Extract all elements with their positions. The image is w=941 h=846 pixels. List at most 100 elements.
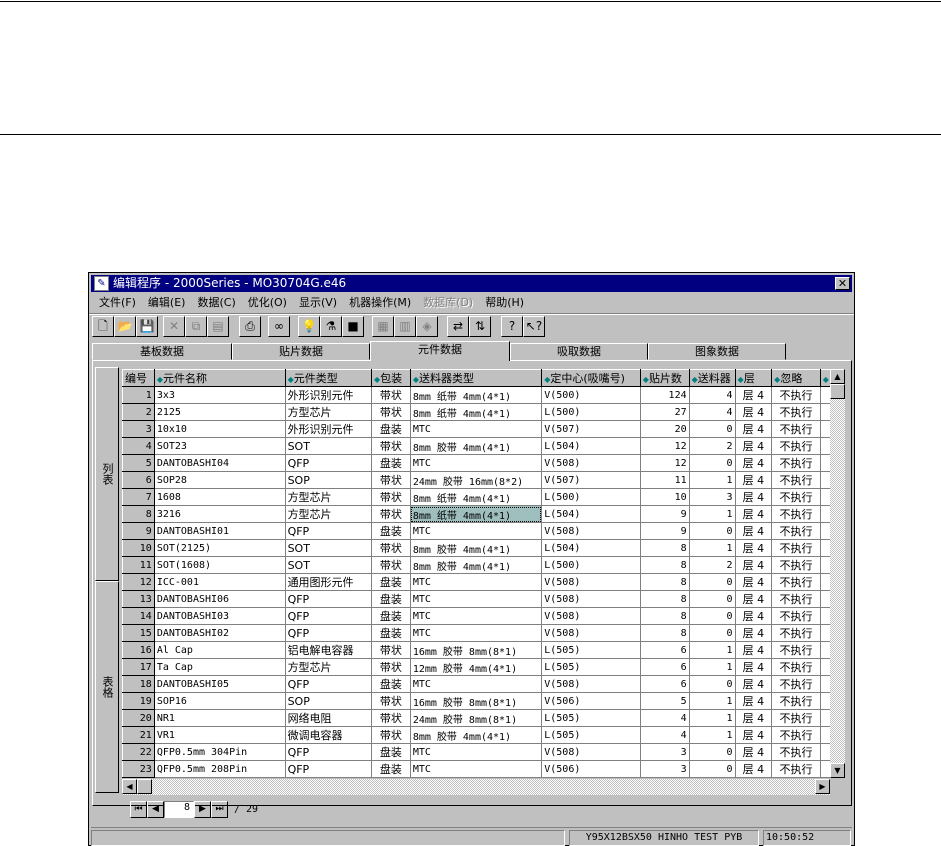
cell-placement-count[interactable]: 8 [639, 573, 690, 591]
cell-centering[interactable]: V(508) [541, 777, 641, 778]
cell-no[interactable]: 11 [122, 556, 155, 574]
column-header-6[interactable]: ◆贴片数 [639, 369, 690, 387]
table-row[interactable]: 15 DANTOBASHI02 QFP 盘装 MTC V(508) 8 0 层 4 不执行 [122, 624, 832, 642]
cell-feeder[interactable]: 0 [688, 573, 736, 591]
hscroll-thumb[interactable] [137, 779, 152, 794]
cell-package[interactable]: 带状 [371, 403, 411, 421]
grid-button[interactable]: ▦ [372, 316, 394, 337]
cell-feeder[interactable]: 0 [688, 624, 736, 642]
close-button[interactable]: ✕ [835, 277, 850, 290]
cell-layer[interactable]: 层 4 [734, 590, 773, 608]
cell-skip[interactable]: 不执行 [771, 624, 821, 642]
cell-layer[interactable]: 层 4 [734, 386, 773, 404]
swap-vertical-button[interactable]: ⇅ [469, 316, 491, 337]
cell-type[interactable]: QFP [284, 760, 373, 778]
column-header-5[interactable]: ◆定中心(吸嘴号) [541, 369, 641, 387]
side-tab-table[interactable]: 表格 [95, 581, 119, 793]
cell-centering[interactable]: L(500) [541, 403, 641, 421]
cell-package[interactable]: 盘装 [371, 675, 411, 693]
cell-feeder[interactable]: 1 [688, 658, 736, 676]
cell-layer[interactable]: 层 4 [734, 573, 773, 591]
cell-package[interactable]: 盘装 [371, 420, 411, 438]
cell-feeder-type[interactable]: 16mm 胶带 8mm(8*1) [409, 692, 543, 710]
cell-feeder-type[interactable]: MTC [409, 454, 543, 472]
menu-item-3[interactable]: 优化(O) [247, 296, 287, 309]
cell-type[interactable]: 方型芯片 [284, 488, 373, 506]
menu-item-1[interactable]: 编辑(E) [147, 296, 186, 309]
cell-name[interactable]: 3x3 [153, 386, 286, 404]
table-row[interactable]: 18 DANTOBASHI05 QFP 盘装 MTC V(508) 6 0 层 4 不执行 [122, 675, 832, 693]
column-header-0[interactable]: 编号 [122, 369, 155, 387]
cell-type[interactable]: QFP [284, 777, 373, 778]
cell-name[interactable]: DANTOBASHI02 [153, 624, 286, 642]
cell-no[interactable]: 5 [122, 454, 155, 472]
cell-layer[interactable]: 层 4 [734, 777, 773, 778]
cell-feeder-type[interactable]: 8mm 纸带 4mm(4*1) [409, 386, 543, 404]
column-header-7[interactable]: ◆送料器 [688, 369, 736, 387]
table-row[interactable]: 12 ICC-001 通用图形元件 盘装 MTC V(508) 8 0 层 4 不执行 [122, 573, 832, 591]
cell-no[interactable]: 2 [122, 403, 155, 421]
cell-name[interactable]: 10x10 [153, 420, 286, 438]
cell-no[interactable]: 14 [122, 607, 155, 625]
cell-feeder-type[interactable]: MTC [409, 573, 543, 591]
cell-layer[interactable]: 层 4 [734, 539, 773, 557]
table-row[interactable]: 19 SOP16 SOP 带状 16mm 胶带 8mm(8*1) V(506) 5 1 层 4… [122, 692, 832, 710]
cell-package[interactable]: 盘装 [371, 743, 411, 761]
cell-skip[interactable]: 不执行 [771, 658, 821, 676]
cell-name[interactable]: QFP0.5mm 304Pin [153, 743, 286, 761]
cell-placement-count[interactable]: 8 [639, 539, 690, 557]
cell-centering[interactable]: V(508) [541, 454, 641, 472]
cell-no[interactable]: 9 [122, 522, 155, 540]
cell-type[interactable]: QFP [284, 522, 373, 540]
cell-type[interactable]: 通用图形元件 [284, 573, 373, 591]
cell-no[interactable]: 7 [122, 488, 155, 506]
tab-3[interactable]: 吸取数据 [510, 343, 648, 360]
cell-name[interactable]: SOT(1608) [153, 556, 286, 574]
cell-skip[interactable]: 不执行 [771, 420, 821, 438]
cell-centering[interactable]: V(508) [541, 522, 641, 540]
cell-feeder-type[interactable]: 12mm 胶带 4mm(4*1) [409, 658, 543, 676]
cell-no[interactable]: 15 [122, 624, 155, 642]
help-button[interactable]: ? [501, 316, 523, 337]
cell-no[interactable]: 10 [122, 539, 155, 557]
cell-placement-count[interactable]: 4 [639, 726, 690, 744]
cell-feeder-type[interactable]: MTC [409, 675, 543, 693]
cell-feeder[interactable]: 2 [688, 556, 736, 574]
cell-no[interactable]: 1 [122, 386, 155, 404]
column-header-4[interactable]: ◆送料器类型 [409, 369, 543, 387]
cell-package[interactable]: 盘装 [371, 607, 411, 625]
record-number-input[interactable]: 8 [164, 800, 194, 818]
cell-package[interactable]: 盘装 [371, 454, 411, 472]
cell-placement-count[interactable]: 8 [639, 607, 690, 625]
cell-feeder-type[interactable]: 8mm 胶带 4mm(4*1) [409, 539, 543, 557]
cell-skip[interactable]: 不执行 [771, 522, 821, 540]
table-row[interactable]: 6 SOP28 SOP 带状 24mm 胶带 16mm(8*2) V(507) 11 1 层 … [122, 471, 832, 489]
cell-type[interactable]: 外形识别元件 [284, 386, 373, 404]
cell-feeder[interactable]: 3 [688, 488, 736, 506]
cell-placement-count[interactable]: 9 [639, 505, 690, 523]
tab-1[interactable]: 贴片数据 [232, 343, 370, 360]
cell-placement-count[interactable]: 6 [639, 641, 690, 659]
cell-feeder[interactable]: 1 [688, 709, 736, 727]
cell-package[interactable]: 带状 [371, 641, 411, 659]
table-row[interactable]: 10 SOT(2125) SOT 带状 8mm 胶带 4mm(4*1) L(504) 8 1… [122, 539, 832, 557]
cell-name[interactable]: SOT23 [153, 437, 286, 455]
cell-type[interactable]: SOT [284, 539, 373, 557]
menu-item-0[interactable]: 文件(F) [99, 296, 136, 309]
cell-layer[interactable]: 层 4 [734, 658, 773, 676]
table-row[interactable]: 5 DANTOBASHI04 QFP 盘装 MTC V(508) 12 0 层 4 不执行 [122, 454, 832, 472]
menu-item-4[interactable]: 显示(V) [298, 296, 338, 309]
cell-feeder-type[interactable]: MTC [409, 743, 543, 761]
cell-name[interactable]: 2125 [153, 403, 286, 421]
cell-placement-count[interactable]: 6 [639, 675, 690, 693]
table-row[interactable]: 17 Ta Cap 方型芯片 带状 12mm 胶带 4mm(4*1) L(505) 6 1 层… [122, 658, 832, 676]
cell-package[interactable]: 盘装 [371, 624, 411, 642]
chip-button[interactable]: ▥ [394, 316, 416, 337]
cell-type[interactable]: QFP [284, 454, 373, 472]
cell-skip[interactable]: 不执行 [771, 709, 821, 727]
cell-type[interactable]: SOP [284, 692, 373, 710]
cell-layer[interactable]: 层 4 [734, 505, 773, 523]
cell-no[interactable]: 6 [122, 471, 155, 489]
